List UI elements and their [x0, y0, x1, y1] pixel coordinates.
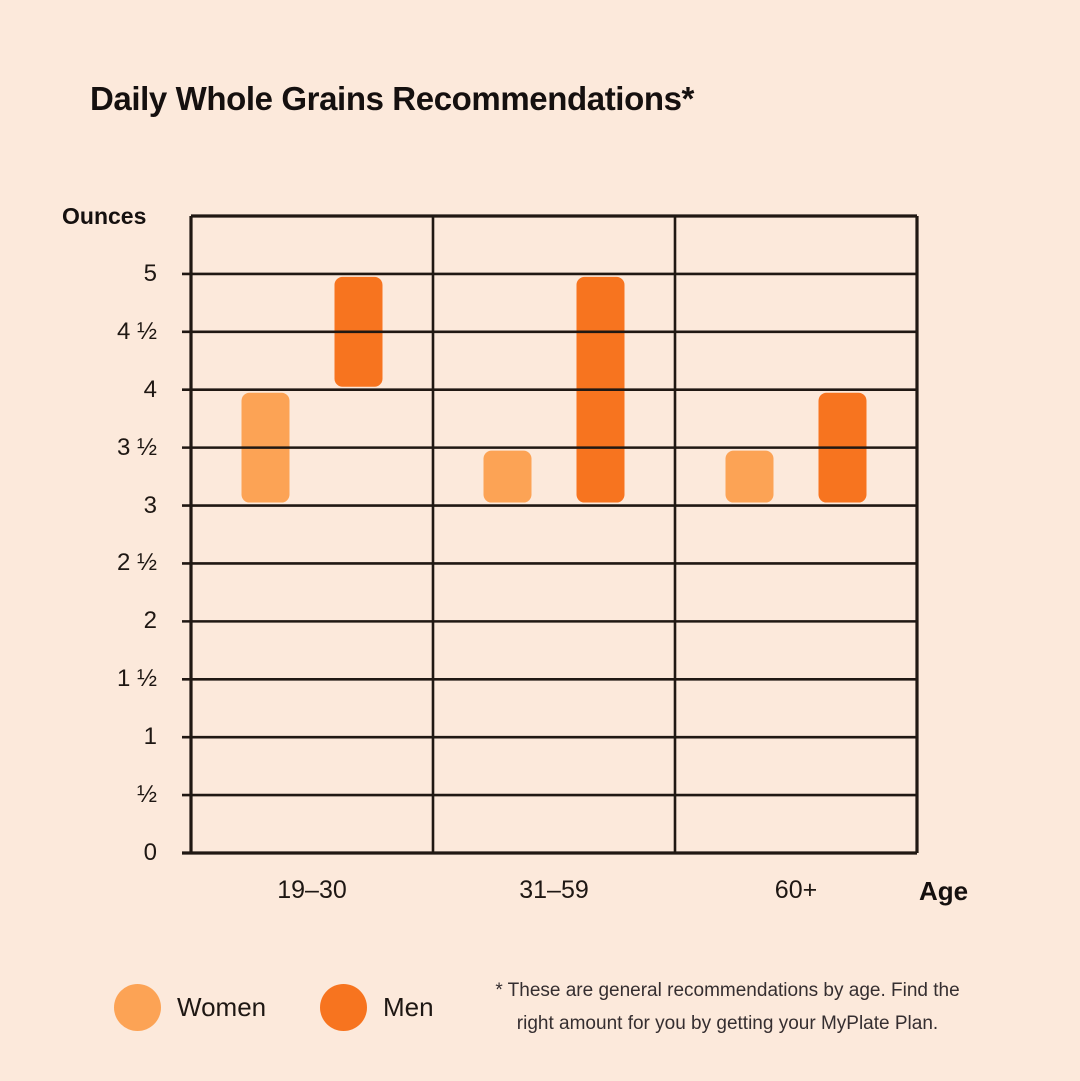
y-axis-title: Ounces: [62, 203, 147, 229]
footnote: * These are general recommendations by a…: [495, 974, 960, 1040]
y-axis-tick-labels: 5 4 ½ 4 3 ½ 3 2 ½ 2 1 ½ 1 ½ 0: [40, 0, 157, 1081]
bar-women-1: [483, 450, 532, 503]
women-color-swatch-icon: [114, 984, 161, 1031]
y-tick-label: 4: [143, 375, 157, 403]
y-tick-label: ½: [136, 781, 157, 809]
legend-item-women: Women: [114, 984, 266, 1031]
y-tick-label: 0: [143, 839, 157, 866]
legend-label-women: Women: [177, 992, 267, 1022]
y-tick-label: 3 ½: [116, 433, 157, 461]
men-color-swatch-icon: [320, 984, 367, 1031]
bar-women-2: [725, 450, 774, 503]
chart-title: Daily Whole Grains Recommendations*: [90, 80, 694, 117]
range-bar-chart: [182, 214, 919, 855]
x-axis-label: 60+: [774, 876, 818, 904]
x-axis-label: 31–59: [519, 876, 589, 904]
y-tick-label: 1 ½: [116, 665, 157, 693]
x-axis-title: Age: [919, 876, 969, 906]
y-tick-label: 2: [143, 607, 157, 635]
footnote-line-1: * These are general recommendations by a…: [495, 980, 960, 1001]
y-tick-label: 4 ½: [116, 317, 157, 345]
footnote-line-2: right amount for you by getting your MyP…: [516, 1013, 939, 1034]
y-tick-label: 2 ½: [116, 549, 157, 577]
y-tick-label: 3: [143, 491, 157, 519]
legend-item-men: Men: [320, 984, 434, 1031]
x-axis-label: 19–30: [277, 876, 347, 904]
legend-label-men: Men: [383, 992, 434, 1022]
y-tick-label: 1: [143, 723, 157, 751]
y-tick-label: 5: [143, 259, 157, 287]
